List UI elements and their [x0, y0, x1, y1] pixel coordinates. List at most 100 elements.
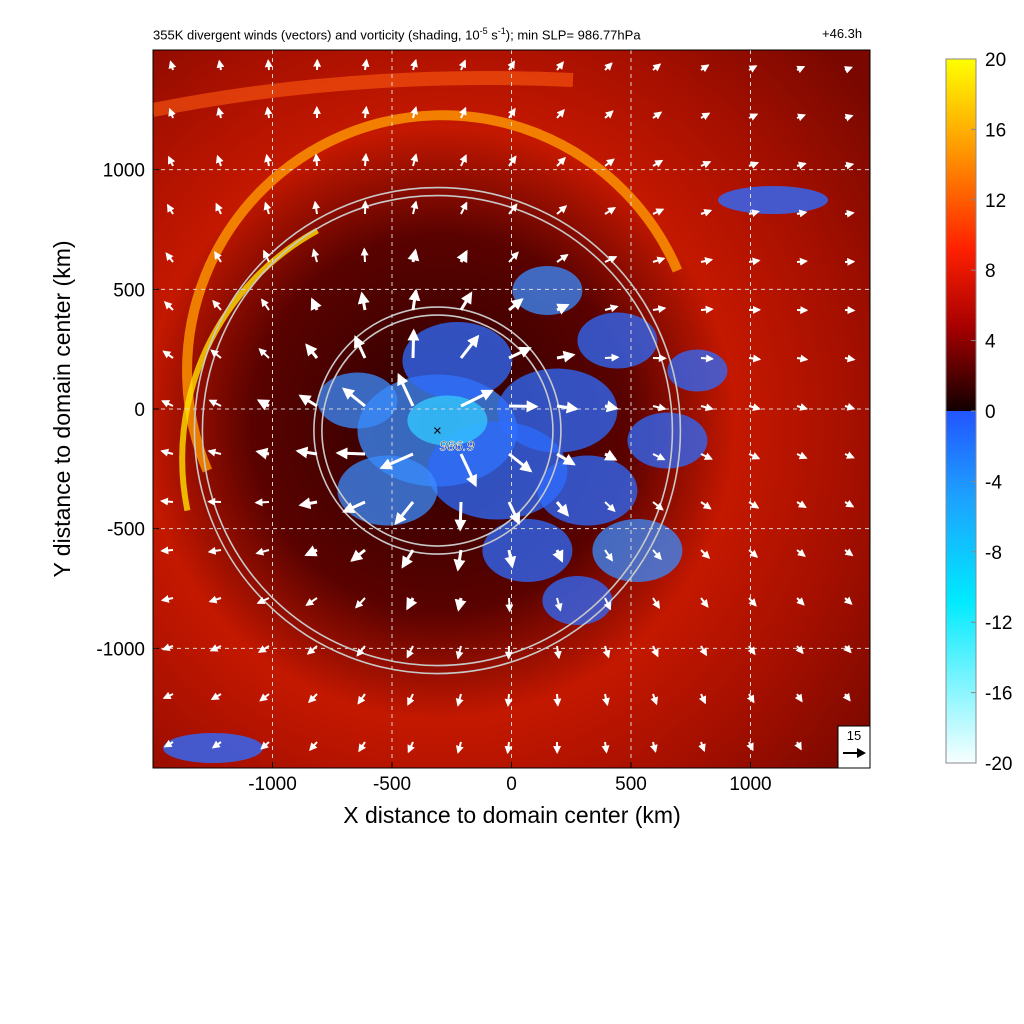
wind-vector	[748, 354, 762, 363]
wind-vector	[604, 110, 614, 119]
positive-vorticity-band	[182, 110, 683, 473]
wind-vector	[604, 304, 619, 313]
colorbar-tick-label: 12	[985, 191, 1006, 212]
wind-vector	[460, 201, 468, 215]
wind-vector	[453, 549, 466, 572]
negative-vorticity-patch	[577, 312, 658, 369]
wind-vector	[255, 447, 270, 460]
wind-vector	[257, 645, 270, 653]
wind-vector	[455, 645, 464, 660]
wind-vector	[844, 451, 855, 459]
wind-vector	[652, 208, 665, 216]
wind-vector	[216, 59, 225, 71]
wind-vector	[256, 596, 270, 604]
x-tick-label: 1000	[729, 774, 771, 795]
wind-vector	[700, 403, 714, 412]
wind-vector	[796, 209, 808, 218]
wind-vector	[602, 693, 610, 707]
wind-vector	[844, 113, 854, 122]
range-ring	[201, 194, 674, 667]
wind-vector	[264, 153, 272, 167]
wind-vector	[604, 501, 616, 512]
wind-vector	[407, 328, 420, 359]
wind-vector	[454, 501, 467, 532]
colorbar-tick-label: -4	[985, 472, 1002, 493]
wind-vector	[748, 452, 761, 460]
y-axis: -1000 -500 0 500 1000	[96, 161, 159, 660]
wind-vector	[215, 202, 223, 215]
wind-vector	[208, 595, 222, 604]
wind-vector	[508, 400, 539, 413]
wind-vector	[508, 346, 532, 360]
wind-vector	[459, 154, 467, 167]
wind-vector	[505, 597, 514, 613]
wind-vector	[700, 549, 711, 559]
wind-vector	[298, 497, 318, 510]
wind-vector	[794, 693, 803, 703]
wind-vector	[162, 691, 174, 700]
wind-vector	[459, 106, 467, 119]
colorbar-tick-label: -16	[985, 684, 1012, 705]
wind-vector	[311, 248, 320, 263]
wind-vector	[263, 249, 271, 263]
colorbar-tick-label: 4	[985, 332, 996, 353]
wind-vector	[335, 447, 366, 460]
wind-vector	[264, 59, 273, 71]
wind-vector	[552, 549, 564, 563]
wind-vector	[652, 501, 664, 511]
wind-vector	[410, 200, 419, 215]
y-axis-title: Y distance to domain center (km)	[49, 240, 75, 577]
wind-vector	[604, 549, 614, 562]
wind-vector	[455, 693, 464, 707]
wind-vector	[556, 303, 570, 315]
wind-vector	[160, 595, 174, 603]
wind-vector	[844, 548, 854, 557]
y-tick-label: 1000	[103, 161, 145, 182]
wind-vector	[379, 452, 414, 470]
colorbar-tick-label: 8	[985, 261, 996, 282]
colorbar-tick-label: 20	[985, 50, 1006, 71]
wind-vector	[356, 645, 366, 657]
wind-vector	[305, 597, 318, 606]
wind-vector	[649, 741, 658, 753]
wind-vector	[357, 693, 366, 705]
wind-vector	[394, 501, 415, 526]
wind-vector	[556, 156, 566, 167]
wind-vector	[748, 500, 760, 509]
colorbar-scale	[945, 58, 977, 764]
wind-vector	[207, 546, 222, 555]
wind-vector	[746, 693, 755, 704]
wind-vector	[259, 693, 270, 702]
wind-vector	[556, 253, 569, 263]
wind-vector	[261, 298, 270, 311]
wind-vector	[342, 387, 366, 408]
wind-vector	[167, 155, 176, 167]
negative-vorticity-patch	[337, 455, 438, 526]
wind-vector	[556, 452, 576, 466]
wind-vector	[507, 60, 515, 71]
wind-vector	[264, 106, 273, 119]
wind-vector	[298, 394, 318, 408]
wind-vector	[794, 741, 802, 751]
wind-vector	[504, 693, 513, 707]
range-ring	[193, 186, 682, 675]
wind-vector	[555, 501, 569, 517]
chart-title: 355K divergent winds (vectors) and vorti…	[153, 26, 641, 43]
wind-vector	[748, 597, 757, 607]
wind-vector	[698, 741, 706, 753]
negative-vorticity-patch	[718, 186, 828, 214]
wind-vector	[168, 107, 176, 119]
wind-vector	[309, 741, 318, 752]
wind-vector	[455, 741, 464, 754]
wind-vector	[700, 597, 709, 608]
range-ring	[321, 314, 554, 547]
negative-vorticity-patch	[482, 519, 573, 583]
wind-vector	[256, 399, 271, 411]
storm-center-marker: ×	[433, 423, 442, 440]
wind-vector	[748, 161, 760, 169]
wind-vector	[700, 257, 714, 265]
wind-vector	[603, 597, 612, 611]
wind-vector	[305, 343, 319, 359]
wind-vector	[458, 59, 467, 71]
